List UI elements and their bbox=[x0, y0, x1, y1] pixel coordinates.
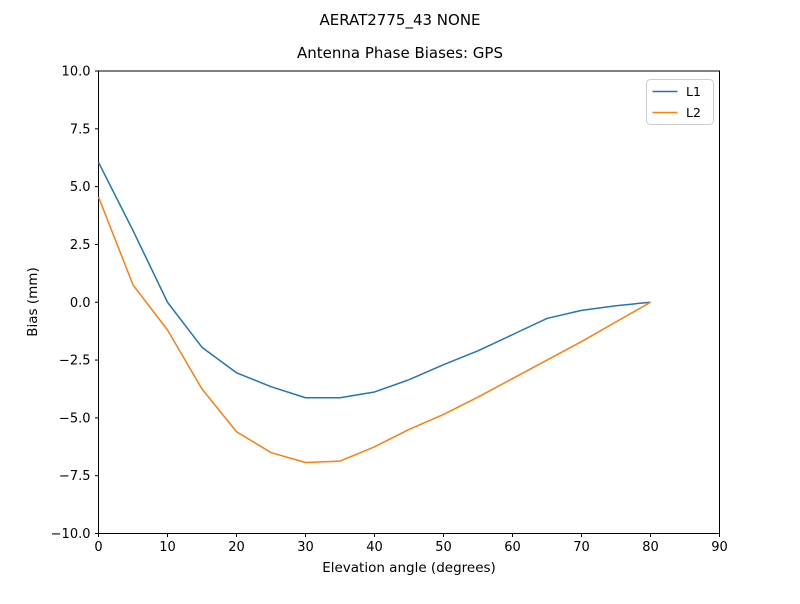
x-tick-label: 90 bbox=[711, 540, 728, 555]
y-axis-label: Bias (mm) bbox=[25, 267, 41, 336]
x-tick-label: 10 bbox=[159, 540, 176, 555]
y-tick-label: −2.5 bbox=[59, 354, 91, 369]
x-tick-label: 70 bbox=[573, 540, 590, 555]
legend-label-l2: L2 bbox=[686, 105, 701, 120]
chart-title: AERAT2775_43 NONE bbox=[319, 11, 480, 30]
y-tick-label: 0.0 bbox=[70, 296, 91, 311]
y-tick-label: 5.0 bbox=[70, 180, 91, 195]
x-axis-label: Elevation angle (degrees) bbox=[322, 560, 496, 576]
x-tick-label: 30 bbox=[297, 540, 314, 555]
y-tick-label: −10.0 bbox=[51, 527, 91, 542]
y-tick-label: −7.5 bbox=[59, 469, 91, 484]
x-tick-label: 20 bbox=[228, 540, 245, 555]
x-tick-label: 60 bbox=[504, 540, 521, 555]
series-l1-line bbox=[97, 162, 651, 399]
x-tick-label: 40 bbox=[366, 540, 383, 555]
y-axis-ticks: 10.0 7.5 5.0 2.5 0.0 −2.5 −5.0 −7.5 −10.0 bbox=[51, 65, 99, 542]
series-lines bbox=[97, 162, 651, 464]
y-tick-label: 2.5 bbox=[70, 238, 91, 253]
y-tick-label: −5.0 bbox=[59, 411, 91, 426]
legend-box bbox=[646, 79, 714, 125]
x-axis-ticks: 0 10 20 30 40 50 60 70 80 90 bbox=[94, 533, 728, 555]
legend-label-l1: L1 bbox=[686, 84, 701, 99]
series-l2-line bbox=[97, 196, 651, 464]
chart-subtitle: Antenna Phase Biases: GPS bbox=[297, 44, 503, 62]
plot-area-border bbox=[98, 70, 720, 534]
y-tick-label: 10.0 bbox=[62, 65, 91, 80]
x-tick-label: 80 bbox=[642, 540, 659, 555]
y-tick-label: 7.5 bbox=[70, 122, 91, 137]
x-tick-label: 50 bbox=[435, 540, 452, 555]
x-tick-label: 0 bbox=[94, 540, 102, 555]
